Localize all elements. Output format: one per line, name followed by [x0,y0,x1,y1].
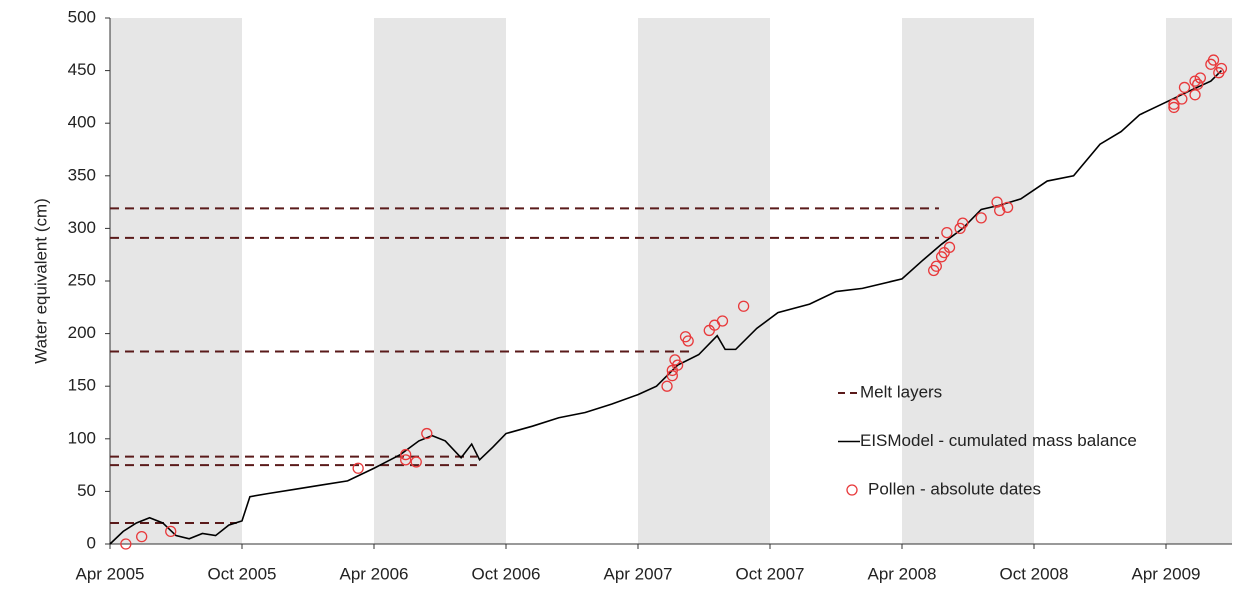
pollen-point [120,538,132,550]
pollen-point [930,260,942,272]
legend-label: Pollen - absolute dates [868,479,1041,498]
x-tick-label: Oct 2005 [208,564,277,583]
x-tick-label: Apr 2007 [604,564,673,583]
pollen-point [991,196,1003,208]
shaded-period [1166,18,1232,544]
model-line [109,70,1223,545]
legend-label: EISModel - cumulated mass balance [860,431,1137,450]
pollen-point [136,530,148,543]
y-tick-label: 400 [68,113,96,132]
pollen-point [352,462,364,474]
pollen-point [666,370,678,382]
pollen-point [1168,98,1180,110]
x-tick-label: Apr 2009 [1132,564,1201,583]
x-tick-label: Apr 2008 [868,564,937,583]
pollen-point [1192,78,1204,90]
pollen-point [682,335,694,347]
pollen-point [1176,93,1188,105]
pollen-point [661,380,673,392]
y-tick-label: 300 [68,218,96,237]
pollen-point [954,222,966,235]
y-axis-title: Water equivalent (cm) [31,198,50,364]
shaded-period [638,18,770,544]
pollen-point [400,448,412,461]
y-tick-label: 50 [77,481,96,500]
y-tick-label: 500 [68,7,96,26]
y-tick-label: 200 [68,323,96,342]
x-tick-label: Apr 2005 [76,564,145,583]
pollen-point [1194,72,1206,84]
y-tick-label: 100 [68,428,96,447]
pollen-point [669,354,681,366]
y-tick-label: 150 [68,376,96,395]
pollen-point [1189,89,1201,101]
legend-icon [846,484,858,496]
pollen-point [975,212,987,224]
pollen-point [410,456,422,468]
legend-label: Melt layers [860,382,942,401]
pollen-point [400,454,412,466]
y-tick-label: 450 [68,60,96,79]
pollen-point [1215,62,1228,75]
pollen-point [737,300,750,312]
x-tick-label: Oct 2006 [472,564,541,583]
shaded-period [902,18,1034,544]
y-tick-label: 0 [87,533,96,552]
pollen-point [716,315,729,327]
pollen-point [1178,81,1191,94]
y-tick-label: 350 [68,165,96,184]
pollen-point [1001,201,1014,214]
pollen-point [671,359,684,371]
pollen-point [994,204,1006,217]
pollen-point [943,241,956,253]
pollen-point [941,226,953,239]
x-tick-label: Apr 2006 [340,564,409,583]
pollen-point [165,525,177,538]
pollen-point [1207,54,1220,66]
y-tick-label: 250 [68,270,96,289]
pollen-point [957,217,969,229]
pollen-point [421,427,433,440]
x-tick-label: Oct 2008 [1000,564,1069,583]
pollen-point [1168,101,1180,114]
x-tick-label: Oct 2007 [736,564,805,583]
